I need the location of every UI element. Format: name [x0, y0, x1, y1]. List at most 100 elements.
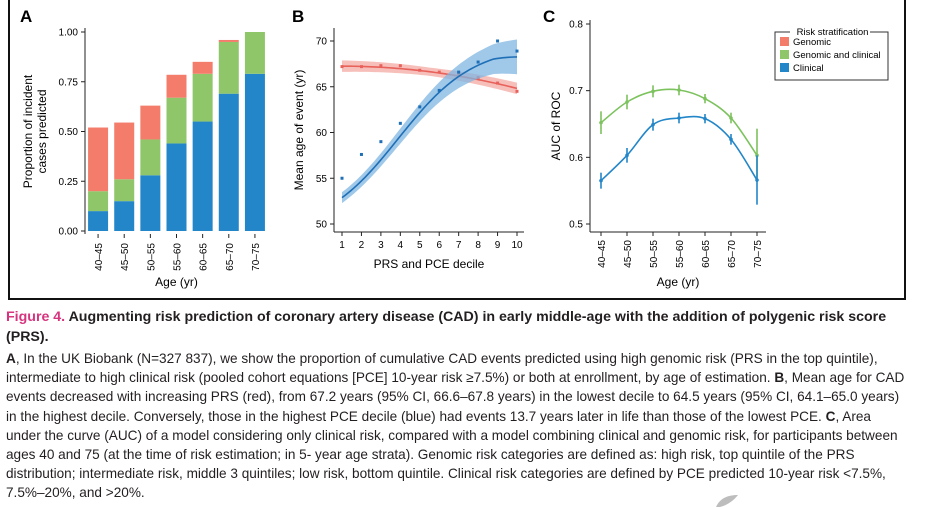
pce-point: [418, 105, 422, 109]
x-tick-label-a: 60–65: [199, 243, 210, 271]
legend-title: Risk stratification: [797, 27, 869, 38]
panel-b: B 50 55 60 65 70 1 2 3 4 5 6 7 8 9 10 Mean age of event …: [292, 7, 524, 271]
auc-point: [651, 89, 655, 94]
y-tick-label-a: 0.25: [59, 177, 79, 188]
panel-label-c: C: [543, 7, 555, 26]
bar-segment: [218, 39, 239, 42]
figure-label: Figure 4.: [6, 309, 66, 325]
x-tick-label-a: 65–70: [225, 243, 236, 271]
bar-segment: [166, 143, 187, 231]
auc-point: [729, 137, 733, 142]
bar-segment: [218, 41, 239, 94]
x-axis-label-a: Age (yr): [155, 275, 198, 289]
bar-segment: [88, 211, 109, 231]
bar-segment: [140, 105, 161, 140]
pce-point: [379, 140, 383, 144]
bar-segment: [88, 191, 109, 212]
y-tick-label-a: 0.50: [59, 127, 79, 138]
prs-point: [379, 64, 383, 68]
y-tick-label-b: 50: [316, 220, 328, 231]
bar-segment: [114, 122, 135, 180]
auc-point: [625, 153, 629, 158]
x-tick-label-c: 65–70: [727, 240, 738, 268]
x-tick-label-c: 70–75: [753, 240, 764, 268]
caption-part-a-text: , In the UK Biobank (N=327 837), we show…: [6, 351, 878, 386]
y-axis-label-line: Proportion of incident: [21, 74, 35, 188]
auc-point: [729, 116, 733, 120]
y-axis-label-a: Proportion of incidentcases predicted: [21, 74, 49, 188]
legend-swatch: [780, 37, 789, 46]
bar-segment: [140, 175, 161, 231]
y-tick-label-b: 60: [316, 128, 328, 139]
bar-segment: [244, 73, 265, 231]
panel-label-b: B: [292, 7, 304, 26]
auc-point: [599, 120, 603, 125]
legend-swatch: [780, 50, 789, 59]
pce-point: [496, 39, 500, 43]
legend-title-bg: [790, 26, 870, 38]
pce-point: [437, 88, 441, 92]
x-tick-label-c: 45–50: [623, 240, 634, 268]
bar-segment: [218, 93, 239, 231]
caption-part-b-label: B: [774, 370, 785, 386]
x-axis-label-c: Age (yr): [657, 275, 700, 289]
prs-point: [437, 70, 441, 74]
x-tick-label-b: 6: [436, 240, 442, 251]
caption-title-line: Figure 4. Augmenting risk prediction of …: [6, 308, 906, 347]
auc-point: [651, 122, 655, 127]
pce-point: [476, 60, 480, 64]
legend-box: [774, 31, 889, 81]
prs-point: [398, 64, 402, 68]
y-axis-label-c: AUC of ROC: [549, 91, 563, 160]
y-tick-label-c: 0.6: [569, 153, 583, 164]
panel-c: C 0.5 0.6 0.7 0.8 40–45 45–50 50–55 55–60 60–65 65…: [543, 7, 889, 289]
x-tick-label-b: 2: [359, 240, 365, 251]
auc-point: [625, 100, 629, 104]
bar-segment: [140, 139, 161, 176]
bar-segment: [192, 73, 213, 122]
y-tick-label-a: 1.00: [59, 28, 79, 39]
pce-point: [359, 152, 363, 156]
auc-point: [703, 96, 707, 101]
x-tick-label-b: 3: [378, 240, 384, 251]
bar-segment: [88, 127, 109, 192]
caption-title: Augmenting risk prediction of coronary a…: [6, 309, 887, 345]
y-axis-label-line: cases predicted: [35, 89, 49, 173]
prs-confidence-band: [342, 60, 517, 95]
legend-item-label: Genomic: [793, 37, 831, 48]
legend-item-label: Genomic and clinical: [793, 50, 881, 61]
bar-segment: [114, 201, 135, 231]
legend-swatch: [780, 63, 789, 72]
x-tick-label-a: 40–45: [94, 243, 105, 271]
x-tick-label-a: 50–55: [146, 243, 157, 271]
auc-point: [703, 116, 707, 121]
x-tick-label-c: 55–60: [675, 240, 686, 268]
x-tick-label-a: 55–60: [173, 243, 184, 271]
y-tick-label-c: 0.5: [569, 220, 583, 231]
prs-point: [359, 65, 363, 69]
auc-line: [600, 115, 758, 182]
prs-point: [496, 81, 500, 85]
bar-segment: [192, 121, 213, 231]
y-tick-label-a: 0.75: [59, 77, 79, 88]
prs-point: [340, 65, 344, 69]
x-tick-label-b: 4: [398, 240, 404, 251]
y-tick-label-b: 70: [316, 37, 328, 48]
bar-segment: [166, 74, 187, 98]
x-tick-label-b: 7: [456, 240, 462, 251]
pce-point: [340, 176, 344, 180]
x-tick-label-c: 40–45: [597, 240, 608, 268]
x-tick-label-a: 45–50: [120, 243, 131, 271]
caption-part-b-text: , Mean age for CAD events decreased with…: [6, 370, 905, 424]
x-tick-label-c: 50–55: [649, 240, 660, 268]
auc-point: [599, 178, 603, 183]
auc-point: [677, 116, 681, 120]
pce-point: [398, 121, 402, 125]
figure-caption: Figure 4. Augmenting risk prediction of …: [6, 308, 906, 503]
caption-part-c-text: , Area under the curve (AUC) of a model …: [6, 408, 898, 501]
panel-label-a: A: [20, 7, 32, 26]
prs-trend-line: [341, 65, 518, 90]
y-axis-label-b: Mean age of event (yr): [292, 70, 306, 191]
prs-point: [418, 68, 422, 72]
